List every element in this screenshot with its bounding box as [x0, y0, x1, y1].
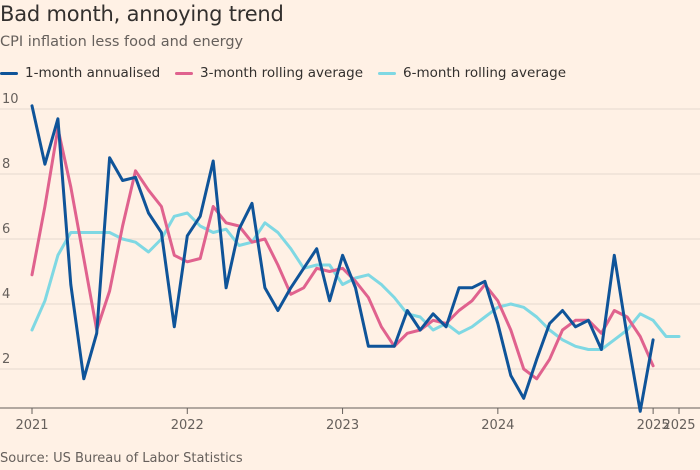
legend-item-6-month: 6-month rolling average	[378, 65, 566, 81]
legend-swatch-6-month	[378, 71, 396, 75]
chart-title: Bad month, annoying trend	[0, 2, 284, 26]
legend-item-3-month: 3-month rolling average	[175, 65, 363, 81]
series-line-2	[30, 211, 681, 351]
series-line-0	[30, 104, 655, 413]
legend-item-1-month: 1-month annualised	[0, 65, 160, 81]
chart-subtitle: CPI inflation less food and energy	[0, 34, 244, 50]
x-tick-label-4: 2025	[637, 418, 670, 433]
x-tick-label-5: 2025	[662, 418, 695, 433]
legend-swatch-1-month	[0, 71, 18, 75]
x-tick-label-0: 2021	[15, 418, 48, 433]
legend-label-1-month: 1-month annualised	[25, 65, 161, 81]
source-note: Source: US Bureau of Labor Statistics	[0, 451, 243, 466]
x-tick-label-3: 2024	[481, 418, 514, 433]
y-tick-label-4: 4	[2, 287, 10, 302]
y-tick-label-2: 2	[2, 352, 10, 367]
x-tick-label-2: 2023	[326, 418, 359, 433]
legend-label-3-month: 3-month rolling average	[200, 65, 364, 81]
legend-swatch-3-month	[175, 71, 193, 75]
legend-label-6-month: 6-month rolling average	[403, 65, 567, 81]
y-tick-label-8: 8	[2, 157, 10, 172]
series-line-1	[30, 127, 655, 381]
x-tick-label-1: 2022	[171, 418, 204, 433]
y-tick-label-6: 6	[2, 222, 10, 237]
y-tick-label-10: 10	[2, 92, 19, 107]
